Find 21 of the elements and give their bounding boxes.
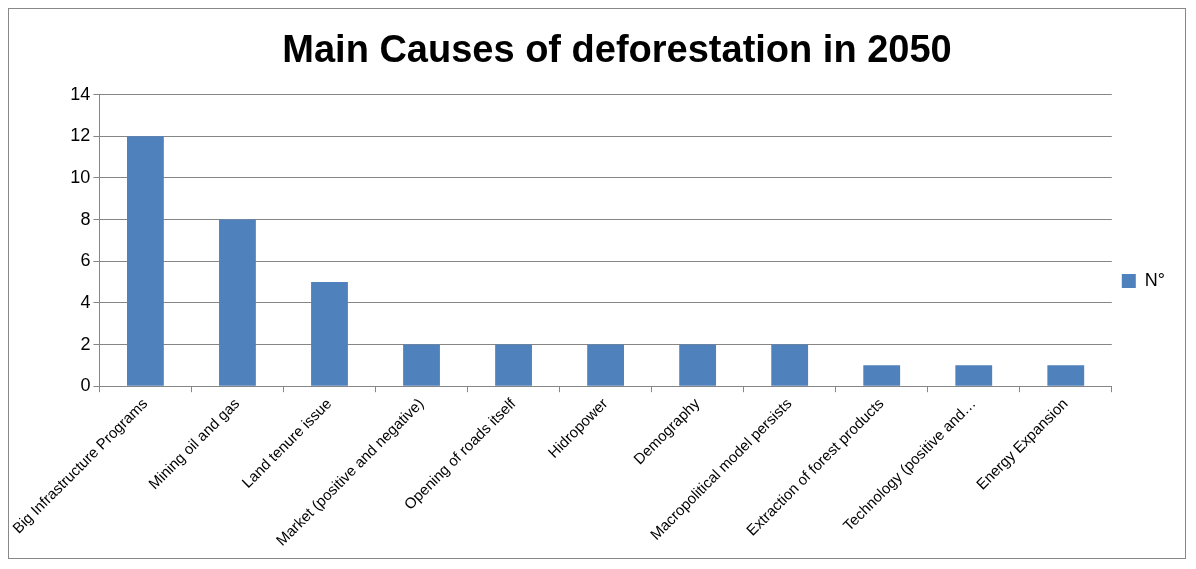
- y-tick-label: 0: [80, 375, 91, 396]
- bar: [587, 344, 625, 386]
- legend-label: N°: [1144, 269, 1166, 290]
- bar: [863, 365, 901, 386]
- y-tick-label: 4: [80, 291, 91, 312]
- y-tick-label: 10: [70, 166, 91, 187]
- y-tick-label: 6: [80, 250, 91, 271]
- y-tick-label: 8: [80, 208, 91, 229]
- y-tick-label: 2: [80, 333, 91, 354]
- bar: [1047, 365, 1085, 386]
- bar: [219, 219, 256, 386]
- bar: [679, 344, 717, 386]
- bar: [127, 136, 164, 386]
- bar: [403, 344, 440, 386]
- chart-title: Main Causes of deforestation in 2050: [282, 28, 952, 71]
- bar: [771, 344, 809, 386]
- bar: [495, 344, 532, 386]
- y-tick-label: 12: [70, 125, 91, 146]
- bar: [955, 365, 993, 386]
- bar: [311, 282, 348, 386]
- y-tick-label: 14: [70, 83, 91, 104]
